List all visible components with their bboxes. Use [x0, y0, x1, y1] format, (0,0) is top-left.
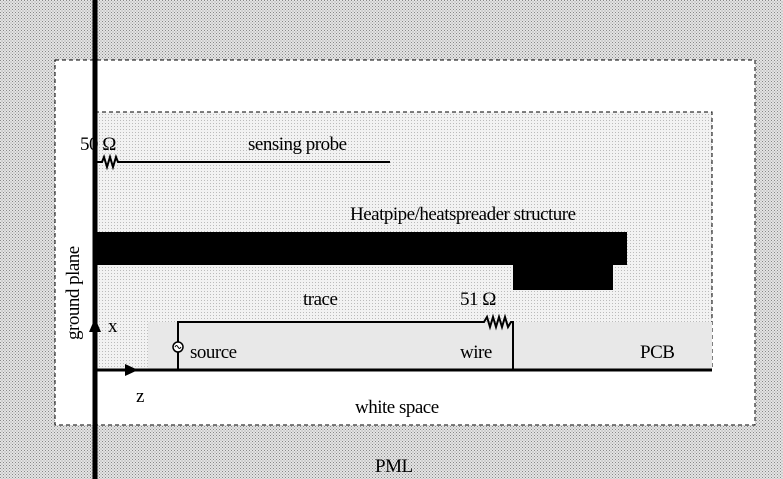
- x-axis-label: x: [108, 316, 118, 337]
- probe-resistor-label: 50 Ω: [80, 134, 116, 155]
- heatpipe: [95, 232, 627, 265]
- pcb-label: PCB: [640, 342, 674, 363]
- x-arrow: [89, 318, 101, 332]
- sensing-probe-label: sensing probe: [248, 134, 347, 155]
- source-label: source: [190, 342, 237, 363]
- white-space-label: white space: [355, 397, 439, 418]
- heatspreader: [513, 265, 613, 290]
- pcb-region: [148, 322, 712, 370]
- ground-plane-label: ground plane: [63, 246, 84, 340]
- source-wave: [174, 345, 182, 349]
- sensing-probe: [97, 153, 390, 171]
- pml-label: PML: [375, 456, 413, 477]
- z-axis-label: z: [136, 386, 144, 407]
- wire-label: wire: [460, 342, 492, 363]
- z-arrow: [125, 364, 138, 376]
- heatpipe-label: Heatpipe/heatspreader structure: [350, 204, 576, 225]
- trace: [177, 313, 514, 370]
- trace-resistor-label: 51 Ω: [460, 289, 496, 310]
- trace-label: trace: [303, 289, 337, 310]
